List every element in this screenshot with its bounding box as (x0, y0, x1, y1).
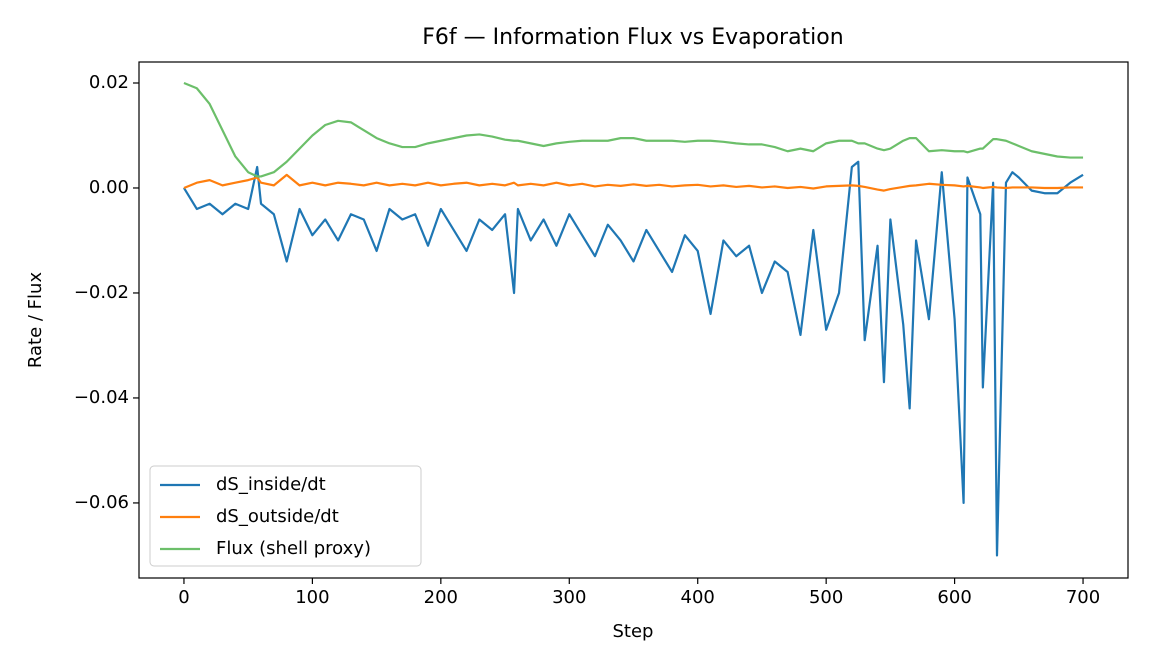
plot-frame (138, 61, 1129, 579)
y-tick-label: −0.06 (74, 492, 129, 513)
x-tick-label: 500 (809, 587, 843, 608)
x-tick-label: 200 (424, 587, 458, 608)
y-axis-label: Rate / Flux (25, 272, 46, 369)
y-tick-label: −0.02 (74, 282, 129, 303)
legend-label: dS_inside/dt (216, 474, 326, 495)
x-tick-label: 700 (1066, 587, 1100, 608)
series-line (183, 160, 1084, 557)
x-tick-label: 300 (552, 587, 586, 608)
y-tick-label: −0.04 (74, 387, 129, 408)
x-tick-label: 600 (937, 587, 971, 608)
legend-box (149, 465, 422, 567)
y-tick-label: 0.02 (89, 72, 129, 93)
x-tick-label: 100 (295, 587, 329, 608)
legend-label: Flux (shell proxy) (216, 538, 371, 559)
x-tick-label: 0 (178, 587, 189, 608)
x-axis-label: Step (613, 621, 654, 642)
chart-title: F6f — Information Flux vs Evaporation (422, 25, 843, 50)
series-line (183, 81, 1084, 178)
y-tick-label: 0.00 (89, 177, 129, 198)
legend-label: dS_outside/dt (216, 506, 339, 527)
x-tick-label: 400 (681, 587, 715, 608)
series-line (183, 173, 1084, 192)
